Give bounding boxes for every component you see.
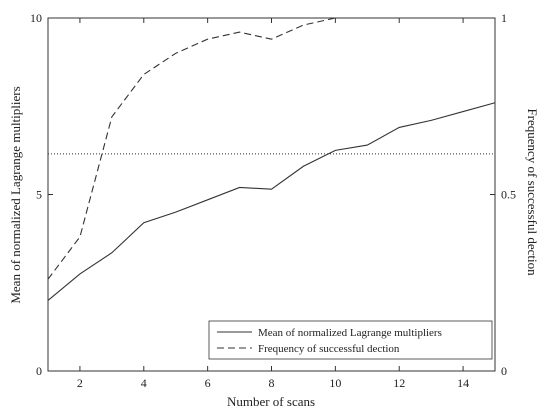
plot-frame: [47, 17, 496, 372]
y-axis-right-label: Frequency of successful dection: [525, 108, 538, 276]
y-right-tick-label: 0: [501, 364, 507, 378]
y-right-tick-label: 1: [501, 11, 507, 25]
series-line-frequency: [47, 17, 495, 280]
legend: Mean of normalized Lagrange multipliers …: [208, 320, 493, 360]
legend-label-frequency: Frequency of successful dection: [258, 343, 400, 355]
x-tick-label: 6: [205, 376, 211, 390]
plot-area: 2 4 6 8 10 12 14 0 5 10 0 0.5 1: [30, 11, 516, 390]
series-line-lagrange: [47, 102, 496, 301]
y-left-tick-label: 0: [36, 364, 42, 378]
legend-label-lagrange: Mean of normalized Lagrange multipliers: [258, 327, 442, 339]
x-axis-label: Number of scans: [227, 394, 315, 409]
x-tick-label: 8: [269, 376, 275, 390]
y-axis-left-label: Mean of normalized Lagrange multipliers: [8, 86, 23, 303]
y-left-tick-label: 5: [36, 188, 42, 202]
x-tick-label: 14: [457, 376, 469, 390]
y-right-tick-label: 0.5: [501, 188, 516, 202]
legend-box: [208, 320, 493, 360]
x-tick-label: 10: [329, 376, 341, 390]
x-tick-label: 12: [393, 376, 405, 390]
x-tick-label: 4: [141, 376, 147, 390]
x-tick-label: 2: [77, 376, 83, 390]
y-left-tick-label: 10: [30, 11, 42, 25]
